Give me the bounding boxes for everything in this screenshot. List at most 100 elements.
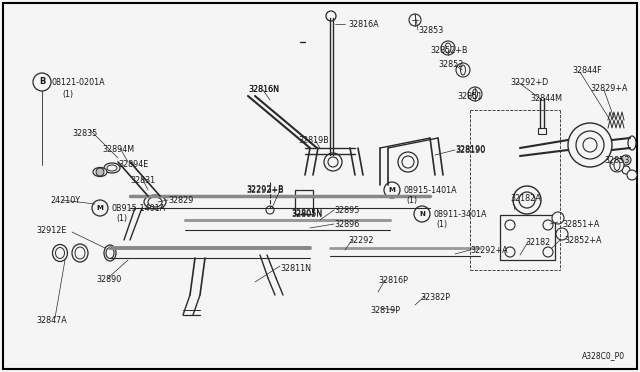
- Text: 32292+B: 32292+B: [246, 185, 284, 194]
- Ellipse shape: [93, 167, 107, 176]
- Ellipse shape: [144, 195, 166, 209]
- Text: 32853: 32853: [418, 26, 444, 35]
- Text: 32896: 32896: [334, 220, 359, 229]
- Ellipse shape: [104, 163, 120, 173]
- Text: 32292: 32292: [348, 236, 374, 245]
- Circle shape: [398, 152, 418, 172]
- Text: 32894M: 32894M: [102, 145, 134, 154]
- Circle shape: [328, 157, 338, 167]
- Circle shape: [409, 14, 421, 26]
- Circle shape: [33, 73, 51, 91]
- Text: 32811N: 32811N: [280, 264, 311, 273]
- Text: 32292+B: 32292+B: [246, 186, 284, 195]
- Circle shape: [621, 155, 631, 165]
- Text: 32819P: 32819P: [370, 306, 400, 315]
- Ellipse shape: [461, 65, 465, 75]
- Text: A328C0_P0: A328C0_P0: [582, 351, 625, 360]
- Text: 08121-0201A: 08121-0201A: [52, 78, 106, 87]
- Ellipse shape: [614, 160, 620, 170]
- Circle shape: [92, 200, 108, 216]
- Ellipse shape: [107, 165, 117, 171]
- Ellipse shape: [75, 247, 85, 259]
- Text: M: M: [388, 187, 396, 193]
- Circle shape: [324, 153, 342, 171]
- Text: 32805N: 32805N: [291, 209, 322, 218]
- Circle shape: [543, 247, 553, 257]
- Text: 32852: 32852: [438, 60, 463, 69]
- Text: 32816A: 32816A: [348, 20, 379, 29]
- Ellipse shape: [445, 43, 451, 53]
- Text: 24210Y: 24210Y: [50, 196, 80, 205]
- Ellipse shape: [72, 244, 88, 262]
- Circle shape: [414, 206, 430, 222]
- Text: 32292+A: 32292+A: [470, 246, 508, 255]
- Circle shape: [627, 170, 637, 180]
- Ellipse shape: [628, 136, 636, 150]
- Circle shape: [96, 168, 104, 176]
- Circle shape: [583, 138, 597, 152]
- Text: 32894E: 32894E: [118, 160, 148, 169]
- Text: 32382P: 32382P: [420, 293, 450, 302]
- Text: 32851+A: 32851+A: [562, 220, 600, 229]
- Text: 32182: 32182: [525, 238, 550, 247]
- Text: 32852+B: 32852+B: [430, 46, 467, 55]
- Text: 32829: 32829: [168, 196, 193, 205]
- Ellipse shape: [472, 89, 477, 99]
- Circle shape: [543, 220, 553, 230]
- Circle shape: [456, 63, 470, 77]
- Text: 08915-1401A: 08915-1401A: [403, 186, 456, 195]
- Text: (1): (1): [406, 196, 417, 205]
- Text: 32851: 32851: [457, 92, 483, 101]
- Circle shape: [505, 220, 515, 230]
- Circle shape: [505, 247, 515, 257]
- Circle shape: [326, 11, 336, 21]
- Circle shape: [568, 123, 612, 167]
- Circle shape: [622, 166, 630, 174]
- Circle shape: [384, 182, 400, 198]
- Circle shape: [519, 192, 535, 208]
- Text: 32852+A: 32852+A: [564, 236, 602, 245]
- Text: 32292+D: 32292+D: [510, 78, 548, 87]
- Text: 32835: 32835: [72, 129, 97, 138]
- Circle shape: [266, 206, 274, 214]
- Circle shape: [468, 87, 482, 101]
- Text: 32816P: 32816P: [378, 276, 408, 285]
- Ellipse shape: [56, 247, 65, 259]
- Text: 32844F: 32844F: [572, 66, 602, 75]
- Ellipse shape: [106, 247, 114, 259]
- Circle shape: [556, 228, 568, 240]
- Text: B: B: [39, 77, 45, 87]
- Circle shape: [513, 186, 541, 214]
- Text: (1): (1): [62, 90, 73, 99]
- Text: 08911-3401A: 08911-3401A: [433, 210, 486, 219]
- Bar: [295, 190, 313, 214]
- Text: (1): (1): [436, 220, 447, 229]
- Text: 32829+A: 32829+A: [590, 84, 627, 93]
- Text: 32816N: 32816N: [248, 85, 279, 94]
- Text: 32819B: 32819B: [298, 136, 329, 145]
- Text: 32844M: 32844M: [530, 94, 562, 103]
- Text: 32182A: 32182A: [510, 194, 541, 203]
- Text: M: M: [97, 205, 104, 211]
- Ellipse shape: [148, 197, 162, 207]
- Text: 32912E: 32912E: [36, 226, 67, 235]
- Text: (1): (1): [116, 214, 127, 223]
- Bar: [538, 128, 546, 134]
- Circle shape: [402, 156, 414, 168]
- Ellipse shape: [104, 245, 116, 261]
- Bar: [500, 215, 555, 260]
- Circle shape: [441, 41, 455, 55]
- Text: 32831: 32831: [130, 176, 155, 185]
- Text: 32805N: 32805N: [291, 210, 322, 219]
- Text: 32853: 32853: [604, 156, 629, 165]
- Circle shape: [576, 131, 604, 159]
- Circle shape: [610, 158, 624, 172]
- Ellipse shape: [52, 244, 67, 262]
- Text: 328190: 328190: [455, 145, 485, 154]
- Text: 32895: 32895: [334, 206, 360, 215]
- Circle shape: [552, 212, 564, 224]
- Text: 32890: 32890: [96, 275, 121, 284]
- Text: 0B915-1401A: 0B915-1401A: [112, 204, 166, 213]
- Text: 32816N: 32816N: [248, 85, 279, 94]
- Text: N: N: [419, 211, 425, 217]
